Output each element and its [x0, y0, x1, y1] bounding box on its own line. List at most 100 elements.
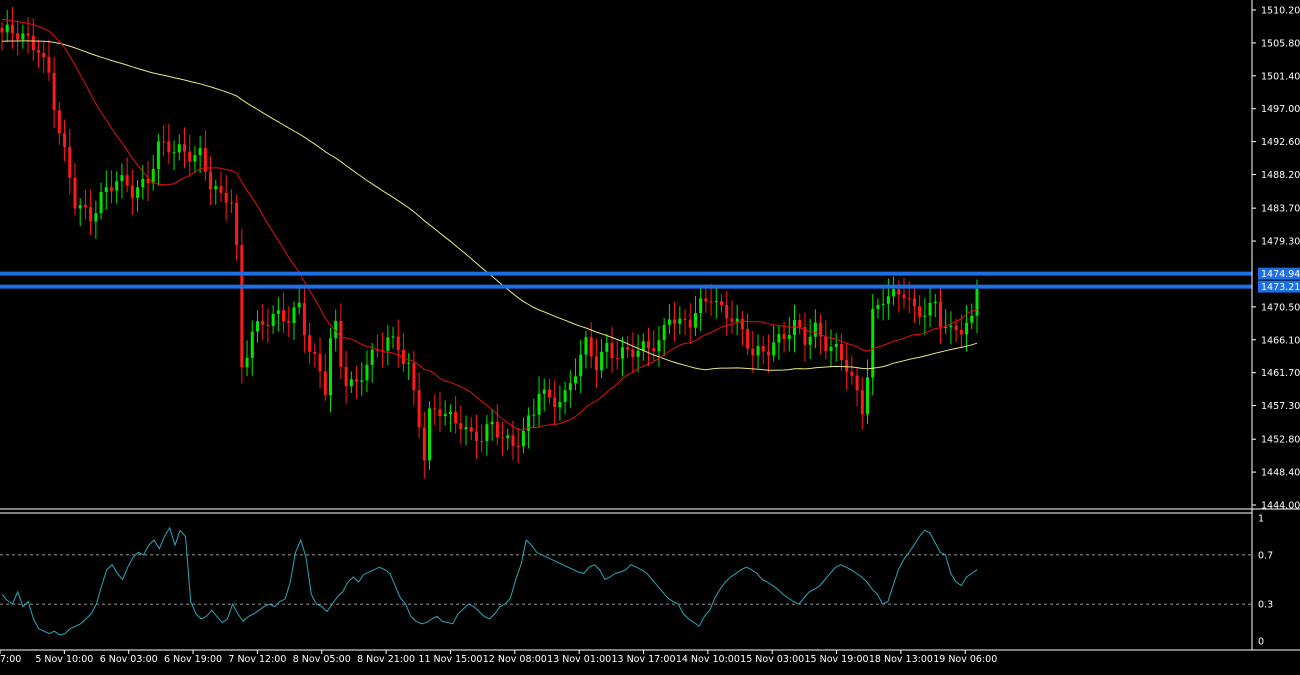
time-tick-label: 13 Nov 01:00: [547, 654, 611, 665]
candle-body: [36, 50, 40, 53]
oscillator-tick-label: 1: [1258, 514, 1264, 525]
price-tick-label: 1470.50: [1261, 302, 1300, 313]
candle-body: [193, 155, 197, 162]
candle-body: [631, 349, 635, 357]
horizontal-levels-layer[interactable]: 1474.94 1473.21: [0, 267, 1300, 293]
candle-body: [271, 313, 275, 327]
fast-moving-average-line: [1, 19, 978, 431]
candle-body: [401, 349, 405, 364]
candle-body: [365, 364, 369, 381]
time-tick-label: 7:00: [0, 654, 21, 665]
candle-body: [125, 175, 129, 186]
candle-body: [464, 427, 468, 430]
candle-body: [224, 192, 228, 203]
candle-body: [662, 324, 666, 341]
candle-body: [808, 336, 812, 345]
candle-body: [516, 446, 520, 448]
price-tick-label: 1505.80: [1261, 38, 1300, 49]
candle-body: [537, 393, 541, 415]
candle-body: [282, 310, 286, 322]
candle-body: [349, 379, 353, 387]
candle-body: [21, 33, 25, 40]
candle-body: [610, 343, 614, 359]
candle-body: [605, 343, 609, 352]
candle-body: [386, 337, 390, 351]
candle-body: [276, 310, 280, 314]
candle-body: [699, 298, 703, 313]
candle-body: [933, 301, 937, 303]
candle-body: [297, 302, 301, 308]
candle-body: [68, 147, 72, 178]
candle-body: [328, 338, 332, 396]
candle-body: [344, 366, 348, 387]
candle-body: [620, 347, 624, 359]
candle-body: [746, 329, 750, 349]
candle-body: [584, 337, 588, 355]
candle-body: [871, 308, 875, 378]
candle-body: [928, 302, 932, 316]
candle-body: [511, 435, 515, 447]
candle-body: [975, 288, 979, 316]
time-tick-label: 15 Nov 19:00: [805, 654, 869, 665]
candle-body: [756, 346, 760, 356]
candle-body: [235, 202, 239, 246]
candle-body: [177, 144, 181, 153]
candle-body: [156, 141, 160, 170]
candle-body: [954, 325, 958, 330]
candle-body: [255, 321, 259, 332]
candle-body: [495, 421, 499, 438]
candle-body: [396, 336, 400, 350]
candle-body: [47, 57, 51, 73]
time-tick-label: 19 Nov 06:00: [933, 654, 997, 665]
candle-body: [141, 178, 145, 188]
candle-body: [751, 348, 755, 356]
candle-body: [777, 334, 781, 343]
candle-body: [704, 298, 708, 302]
candle-body: [115, 181, 119, 191]
time-tick-label: 14 Nov 10:00: [676, 654, 740, 665]
time-tick-label: 15 Nov 03:00: [740, 654, 804, 665]
time-tick-label: 6 Nov 03:00: [100, 654, 158, 665]
time-tick-label: 13 Nov 17:00: [611, 654, 675, 665]
candle-body: [735, 318, 739, 322]
candle-body: [83, 205, 87, 208]
price-tick-label: 1483.70: [1261, 204, 1300, 215]
price-tick-label: 1510.20: [1261, 6, 1300, 17]
candle-body: [443, 414, 447, 417]
candle-body: [709, 301, 713, 303]
candle-body: [250, 331, 254, 358]
candle-body: [162, 141, 166, 143]
candle-body: [761, 346, 765, 352]
candle-body: [219, 186, 223, 193]
candle-body: [198, 148, 202, 156]
candle-body: [209, 171, 213, 190]
candle-body: [334, 320, 338, 339]
candle-body: [506, 435, 510, 439]
candle-body: [287, 321, 291, 324]
candle-body: [120, 175, 124, 182]
candle-body: [589, 337, 593, 357]
candle-body: [907, 298, 911, 300]
candle-body: [136, 187, 140, 198]
time-tick-label: 5 Nov 10:00: [35, 654, 93, 665]
candle-body: [323, 371, 327, 396]
candle-body: [417, 390, 421, 428]
candle-body: [355, 379, 359, 382]
candle-body: [89, 207, 93, 222]
time-tick-label: 6 Nov 19:00: [164, 654, 222, 665]
candle-body: [850, 371, 854, 376]
candle-body: [881, 303, 885, 305]
candle-body: [428, 408, 432, 461]
candle-body: [52, 72, 56, 111]
candle-body: [667, 319, 671, 325]
candle-body: [151, 169, 155, 184]
price-tick-label: 1501.40: [1261, 71, 1300, 82]
price-tick-label: 1466.10: [1261, 335, 1300, 346]
candle-body: [923, 315, 927, 317]
candle-body: [10, 24, 14, 34]
price-tick-label: 1461.70: [1261, 368, 1300, 379]
price-tick-label: 1492.60: [1261, 137, 1300, 148]
